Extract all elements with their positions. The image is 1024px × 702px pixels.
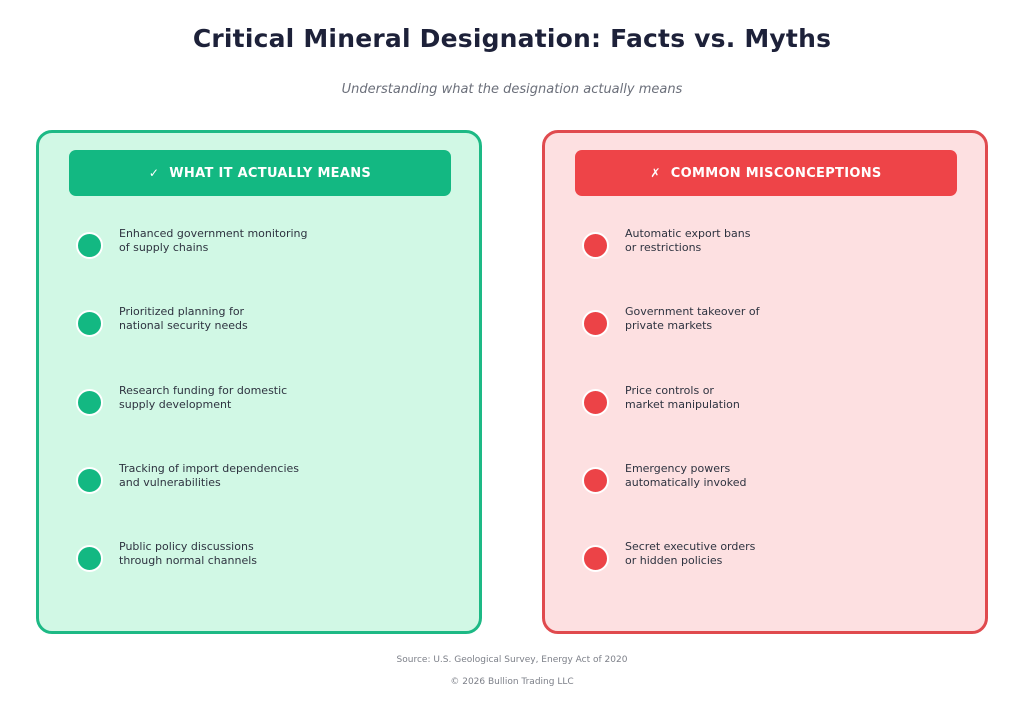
myth-text: Emergency powers automatically invoked	[625, 462, 747, 489]
facts-panel: ✓ WHAT IT ACTUALLY MEANS Enhanced govern…	[36, 130, 482, 634]
myths-header-label: COMMON MISCONCEPTIONS	[670, 165, 882, 181]
myths-panel: ✗ COMMON MISCONCEPTIONS Automatic export…	[542, 130, 988, 634]
copyright-note: © 2026 Bullion Trading LLC	[450, 677, 574, 687]
bullet-dot-icon	[76, 310, 103, 337]
myth-text: Secret executive orders or hidden polici…	[625, 540, 756, 567]
bullet-dot-icon	[582, 310, 609, 337]
facts-header-label: WHAT IT ACTUALLY MEANS	[169, 165, 372, 181]
page-subtitle: Understanding what the designation actua…	[341, 82, 683, 97]
bullet-dot-icon	[76, 232, 103, 259]
bullet-dot-icon	[76, 545, 103, 572]
source-note: Source: U.S. Geological Survey, Energy A…	[396, 655, 628, 665]
fact-text: Public policy discussions through normal…	[119, 540, 258, 567]
checkmark-icon: ✓	[148, 166, 160, 180]
fact-text: Research funding for domestic supply dev…	[119, 384, 288, 411]
bullet-dot-icon	[582, 467, 609, 494]
bullet-dot-icon	[582, 545, 609, 572]
page-title: Critical Mineral Designation: Facts vs. …	[192, 24, 832, 53]
myth-text: Price controls or market manipulation	[625, 384, 740, 411]
facts-header: ✓ WHAT IT ACTUALLY MEANS	[69, 150, 451, 196]
bullet-dot-icon	[76, 389, 103, 416]
bullet-dot-icon	[582, 389, 609, 416]
cross-icon: ✗	[650, 166, 661, 180]
fact-text: Enhanced government monitoring of supply…	[119, 227, 308, 254]
myths-header: ✗ COMMON MISCONCEPTIONS	[575, 150, 957, 196]
bullet-dot-icon	[76, 467, 103, 494]
fact-text: Tracking of import dependencies and vuln…	[119, 462, 300, 489]
myth-text: Automatic export bans or restrictions	[625, 227, 751, 254]
myth-text: Government takeover of private markets	[625, 305, 760, 332]
bullet-dot-icon	[582, 232, 609, 259]
fact-text: Prioritized planning for national securi…	[119, 305, 248, 332]
